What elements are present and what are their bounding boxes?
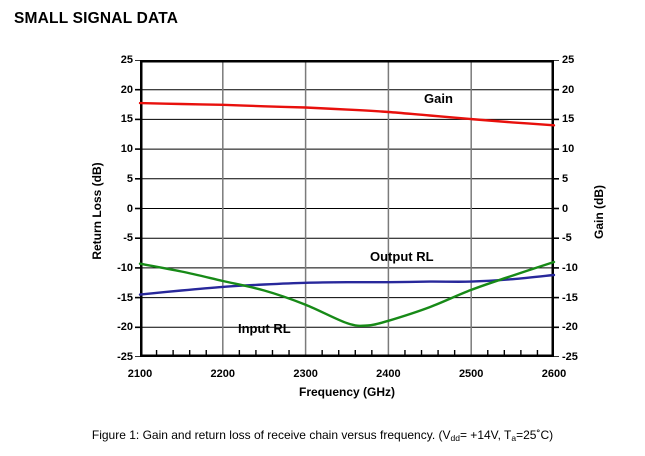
series-line-input-rl [138, 260, 556, 328]
y-tick-label-right: -15 [562, 291, 578, 304]
caption-text-1: Figure 1: Gain and return loss of receiv… [91, 428, 451, 442]
y-tick-label-right: 0 [562, 202, 569, 215]
x-tick-label: 2400 [376, 368, 401, 380]
y-tick-label-left: -10 [117, 261, 133, 274]
x-tick-label: 2600 [541, 368, 567, 380]
series-label-gain: Gain [424, 91, 453, 106]
y-tick-label-left: 20 [120, 83, 133, 96]
y-tick-label-right: -5 [562, 232, 572, 245]
y-tick-label-right: -25 [562, 351, 578, 363]
figure-caption: Figure 1: Gain and return loss of receiv… [0, 428, 645, 443]
y-tick-label-left: -20 [117, 321, 133, 334]
x-tick-label: 2100 [127, 368, 153, 380]
y-tick-label-right: 10 [562, 143, 575, 156]
y-tick-label-left: 5 [126, 172, 133, 185]
y-tick-label-right: -10 [562, 261, 578, 274]
caption-text-2: = +14V, T [459, 428, 512, 442]
y-axis-label-left: Return Loss (dB) [90, 162, 104, 260]
y-tick-label-left: 0 [126, 202, 133, 215]
series-label-input-rl: Input RL [238, 321, 291, 336]
series-line-output-rl [138, 273, 556, 296]
y-tick-label-left: -15 [117, 291, 133, 304]
y-tick-label-left: 25 [120, 54, 133, 66]
x-axis-label: Frequency (GHz) [298, 385, 396, 399]
series-line-gain [138, 101, 556, 127]
y-tick-label-right: 15 [562, 113, 575, 126]
x-tick-label: 2200 [210, 368, 236, 380]
y-axis-label-right: Gain (dB) [592, 185, 606, 239]
series-label-output-rl: Output RL [370, 249, 434, 264]
caption-sub-vdd: dd [450, 433, 460, 443]
y-tick-label-left: -5 [123, 232, 133, 245]
y-tick-label-right: 25 [562, 54, 575, 66]
x-tick-label: 2500 [458, 368, 484, 380]
y-tick-label-right: 5 [562, 172, 569, 185]
x-tick-label: 2300 [293, 368, 318, 380]
y-tick-label-right: 20 [562, 83, 575, 96]
page-title: SMALL SIGNAL DATA [14, 10, 179, 27]
y-tick-label-right: -20 [562, 321, 578, 334]
y-tick-label-left: 15 [120, 113, 133, 126]
caption-text-3: =25˚C) [516, 428, 554, 442]
y-tick-label-left: 10 [120, 143, 133, 156]
caption-sub-ta: a [511, 433, 517, 443]
chart-plot-area [135, 60, 559, 357]
y-tick-label-left: -25 [117, 351, 133, 363]
